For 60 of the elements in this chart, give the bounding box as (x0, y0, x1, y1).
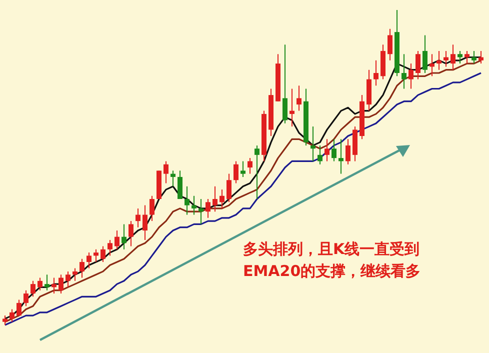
candlestick (416, 50, 420, 80)
candlestick (198, 198, 204, 225)
candlestick (24, 290, 28, 307)
candlestick (402, 54, 406, 90)
candlestick (374, 60, 378, 86)
candlestick (430, 54, 434, 77)
candlestick (436, 50, 442, 70)
annotation: 多头排列，且K线一直受到EMA20的支撑，继续看多 (243, 239, 422, 282)
candlestick (248, 158, 252, 174)
candlestick (128, 220, 134, 247)
candlestick (332, 138, 336, 162)
candlestick (226, 173, 232, 203)
candlestick (310, 126, 316, 162)
candlestick (338, 138, 344, 174)
candlestick (388, 28, 392, 61)
candlestick (318, 144, 322, 165)
candlestick (44, 274, 50, 291)
candlestick (72, 268, 78, 282)
candlestick (290, 88, 294, 128)
candlestick (192, 195, 196, 216)
candlestick (10, 308, 14, 322)
candlestick (212, 186, 218, 212)
candlestick (16, 299, 22, 316)
candlestick (282, 44, 288, 124)
candlestick (324, 138, 330, 162)
candlestick (170, 170, 176, 187)
candlestick (240, 160, 246, 178)
candlestick (150, 195, 154, 222)
candlestick (2, 315, 8, 326)
candlestick (66, 270, 70, 288)
candlestick (444, 50, 448, 68)
candlestick (254, 144, 260, 200)
candlestick (142, 204, 148, 240)
candlestick (464, 50, 470, 64)
candlestick (94, 248, 98, 262)
candlestick (52, 277, 56, 294)
candlestick (122, 224, 126, 250)
candlestick (108, 239, 112, 256)
candlestick (100, 246, 106, 262)
candlestick (234, 160, 238, 184)
candlestick (346, 138, 350, 165)
candlestick (206, 198, 210, 218)
candlestick (450, 44, 456, 70)
candlestick (80, 258, 84, 278)
candlestick (478, 50, 484, 64)
candlestick (458, 50, 462, 64)
candlestick (220, 189, 224, 209)
candlestick (408, 63, 414, 90)
candlestick (472, 50, 476, 64)
candlestick (422, 34, 428, 74)
candlestick (86, 252, 92, 269)
candlestick (30, 280, 36, 298)
candlestick (58, 274, 64, 294)
candlestick (296, 85, 302, 112)
candlestick (38, 277, 42, 291)
candlestick (136, 208, 140, 228)
candlestick (164, 160, 168, 184)
candlestick (184, 186, 190, 216)
candlestick (114, 230, 120, 250)
candlestick (178, 170, 182, 200)
